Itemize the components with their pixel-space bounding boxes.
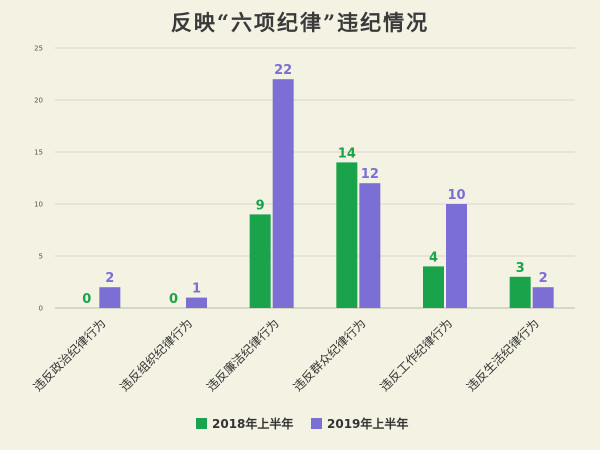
y-tick-label: 15: [34, 149, 43, 157]
chart-title: 反映“六项纪律”违纪情况: [171, 10, 429, 35]
legend-label-2018: 2018年上半年: [212, 416, 293, 431]
y-tick-label: 10: [34, 201, 43, 209]
gridlines: [55, 47, 575, 309]
data-label: 9: [256, 198, 265, 213]
x-tick-label: 违反政治纪律行为: [31, 316, 109, 394]
data-label: 1: [192, 282, 201, 297]
x-tick-label: 违反工作纪律行为: [377, 316, 455, 394]
data-label: 2: [539, 271, 548, 286]
y-axis: 0 5 10 15 20 25: [34, 45, 43, 313]
bar-2019: [272, 79, 294, 308]
y-tick-label: 5: [39, 253, 43, 261]
data-label: 3: [516, 261, 525, 276]
data-label: 0: [82, 292, 91, 307]
data-label: 0: [169, 292, 178, 307]
legend-label-2019: 2019年上半年: [327, 416, 408, 431]
x-tick-label: 违反群众纪律行为: [291, 316, 369, 394]
data-label: 2: [105, 271, 114, 286]
legend: 2018年上半年 2019年上半年: [196, 416, 408, 431]
bar-2018: [336, 162, 358, 308]
bars: [99, 79, 554, 308]
data-label: 4: [429, 250, 438, 265]
bar-2019: [99, 287, 121, 308]
x-tick-label: 违反生活纪律行为: [464, 316, 542, 394]
legend-swatch-2018: [196, 418, 207, 429]
y-tick-label: 0: [39, 305, 43, 313]
x-axis: 违反政治纪律行为 违反组织纪律行为 违反廉洁纪律行为 违反群众纪律行为 违反工作纪律行为…: [31, 316, 542, 394]
bar-2019: [446, 204, 467, 308]
x-tick-label: 违反廉洁纪律行为: [203, 316, 281, 394]
bar-2018: [509, 276, 531, 308]
y-tick-label: 25: [34, 45, 43, 53]
data-label: 12: [361, 167, 379, 182]
y-tick-label: 20: [34, 97, 43, 105]
data-label: 14: [338, 146, 356, 161]
legend-swatch-2019: [311, 418, 322, 429]
bar-2018: [249, 214, 271, 308]
bar-2019: [532, 287, 554, 308]
bar-2019: [186, 297, 207, 308]
data-label: 10: [447, 188, 465, 203]
bar-2019: [359, 183, 381, 308]
bar-2018: [423, 266, 444, 308]
data-label: 22: [274, 63, 292, 78]
x-tick-label: 违反组织纪律行为: [117, 316, 195, 394]
